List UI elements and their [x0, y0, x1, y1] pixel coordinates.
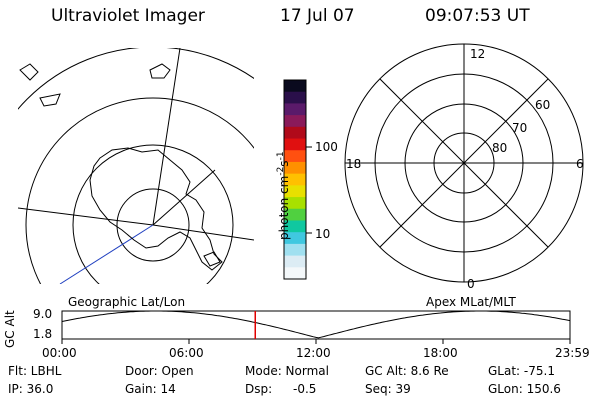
colorbar-segment — [284, 185, 306, 198]
unit-s: s — [277, 160, 291, 167]
x-tick-label-12: 12:00 — [296, 346, 331, 360]
coast-fragment-1 — [149, 63, 171, 79]
colorbar-segment — [284, 197, 306, 210]
door-info: Door: Open — [125, 364, 194, 378]
apex-map — [344, 43, 584, 283]
mlt-label-12: 12 — [470, 47, 486, 61]
dsp-value: -0.5 — [293, 382, 317, 396]
x-tick-label-0: 00:00 — [42, 346, 77, 360]
unit-photon-cm: photon cm — [277, 175, 291, 240]
altitude-plot — [61, 310, 571, 344]
mlt-label-0: 0 — [467, 277, 475, 291]
colorbar-label-10: 10 — [315, 227, 331, 241]
colorbar-segment — [284, 220, 306, 233]
gain-info: Gain: 14 — [125, 382, 176, 396]
colorbar-segment — [284, 138, 306, 151]
lat-label-70: 70 — [512, 121, 528, 135]
colorbar-segment — [284, 243, 306, 257]
x-tick-label-6: 06:00 — [169, 346, 204, 360]
geo-lat-circle-3 — [25, 97, 254, 284]
coast-fragment-2 — [19, 63, 39, 81]
mode-info: Mode: Normal — [245, 364, 329, 378]
colorbar-segment — [284, 91, 306, 105]
altitude-ytick-bottom: 1.8 — [33, 327, 53, 341]
colorbar-segment — [284, 267, 306, 280]
colorbar-label-100: 100 — [315, 140, 338, 154]
antarctica-coastline — [89, 147, 223, 271]
altitude-ytick-top: 9.0 — [33, 307, 53, 321]
colorbar-segment — [284, 173, 306, 186]
geo-map-frame — [17, 47, 255, 285]
colorbar — [283, 79, 312, 280]
gc-alt-info: GC Alt: 8.6 Re — [365, 364, 449, 378]
geographic-map — [17, 47, 255, 285]
ip-info: IP: 36.0 — [8, 382, 54, 396]
lat-label-80: 80 — [492, 141, 508, 155]
geo-meridian-1 — [152, 48, 181, 226]
colorbar-segment — [284, 150, 306, 163]
geo-lat-circle-1 — [116, 188, 190, 262]
lat-label-60: 60 — [535, 98, 551, 112]
unit-exp-2: -1 — [276, 151, 286, 161]
colorbar-segment — [284, 161, 306, 175]
colorbar-frame — [283, 79, 307, 280]
glon-info: GLon: 150.6 — [488, 382, 561, 396]
colorbar-unit-label: photon cm-2s-1 — [276, 151, 291, 240]
coast-fragment-4 — [203, 251, 221, 267]
geo-meridian-3 — [152, 224, 254, 241]
altitude-curve — [62, 311, 570, 339]
geo-meridian-2 — [18, 207, 154, 226]
geo-map-label: Geographic Lat/Lon — [68, 295, 186, 309]
colorbar-segment — [284, 255, 306, 268]
geo-lat-circle-2 — [72, 144, 234, 284]
mlt-label-6: 6 — [576, 157, 584, 171]
altitude-plot-frame — [61, 310, 571, 340]
colorbar-segment — [284, 103, 306, 116]
coast-fragment-3 — [39, 93, 61, 107]
mlt-label-18: 18 — [346, 157, 362, 171]
flt-info: Flt: LBHL — [8, 364, 62, 378]
colorbar-segment — [284, 126, 306, 140]
colorbar-segment — [284, 115, 306, 128]
apex-diagonal-2 — [379, 78, 549, 248]
colorbar-segment — [284, 80, 306, 93]
altitude-ylabel: GC Alt — [3, 310, 17, 348]
colorbar-segment — [284, 232, 306, 245]
time-label: 09:07:53 UT — [425, 6, 530, 26]
unit-exp-1: -2 — [276, 166, 286, 176]
x-tick-label-24: 23:59 — [555, 346, 590, 360]
dsp-label: Dsp: — [245, 382, 273, 396]
date-label: 17 Jul 07 — [280, 6, 355, 26]
apex-map-label: Apex MLat/MLT — [426, 295, 516, 309]
glat-info: GLat: -75.1 — [488, 364, 555, 378]
colorbar-segment — [284, 208, 306, 222]
seq-info: Seq: 39 — [365, 382, 411, 396]
x-tick-label-18: 18:00 — [423, 346, 458, 360]
instrument-title: Ultraviolet Imager — [51, 6, 205, 26]
geo-meridian-4 — [59, 224, 154, 284]
geo-meridian-5 — [152, 169, 216, 226]
